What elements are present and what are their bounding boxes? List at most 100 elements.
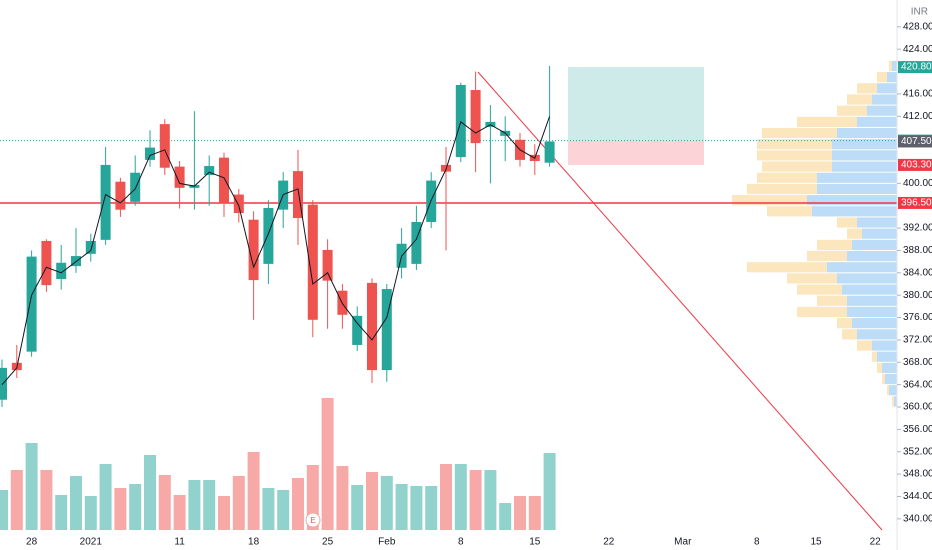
candle-body — [470, 90, 481, 144]
profile-up — [889, 385, 897, 396]
profile-down — [757, 139, 832, 150]
profile-down — [747, 262, 827, 273]
volume-bar — [99, 464, 112, 530]
y-tick-label: 384.00 — [903, 267, 932, 278]
profile-down — [892, 396, 894, 407]
profile-down — [882, 373, 885, 385]
y-tick-label: 360.00 — [903, 402, 932, 413]
y-tick-label: 380.00 — [903, 290, 932, 301]
volume-bar — [55, 495, 68, 530]
profile-down — [857, 83, 877, 94]
volume-bar — [114, 488, 127, 530]
x-tick-label: 22 — [870, 537, 882, 548]
volume-bar — [351, 485, 364, 530]
candle-body — [455, 84, 466, 158]
profile-down — [837, 318, 852, 329]
profile-down — [877, 72, 887, 83]
x-tick-label: 28 — [26, 537, 38, 548]
candle-body — [381, 289, 392, 371]
volume-bar — [129, 484, 142, 530]
profile-up — [867, 105, 897, 116]
profile-down — [747, 183, 817, 195]
profile-down — [817, 295, 847, 306]
profile-down — [807, 250, 847, 262]
volume-bar — [469, 470, 482, 530]
candle-body — [293, 171, 303, 219]
profile-up — [894, 396, 897, 407]
candle-body — [307, 204, 318, 320]
volume-bar — [543, 453, 556, 530]
x-tick-label: 8 — [754, 537, 760, 548]
y-tick-label: 400.00 — [903, 178, 932, 189]
profile-up — [827, 262, 897, 273]
profile-up — [877, 351, 897, 362]
y-tick-label: 356.00 — [903, 424, 932, 435]
volume-bar — [425, 486, 438, 530]
x-tick-label: 15 — [810, 537, 822, 548]
candle-body — [115, 181, 126, 210]
price-badge-label: 420.80 — [901, 62, 932, 73]
position-loss — [568, 140, 704, 165]
profile-down — [847, 94, 872, 105]
profile-up — [807, 195, 897, 206]
currency: INR — [911, 7, 928, 18]
volume-bar — [321, 398, 334, 530]
x-tick-label: 2021 — [80, 537, 103, 548]
volume-bar — [203, 480, 216, 530]
volume-bar — [262, 488, 275, 530]
profile-down — [787, 273, 837, 284]
volume-bar — [366, 472, 378, 530]
y-tick-label: 392.00 — [903, 223, 932, 234]
x-tick-label: 15 — [529, 537, 541, 548]
profile-up — [847, 306, 897, 318]
volume-bar — [336, 466, 349, 530]
y-tick-label: 428.00 — [903, 21, 932, 32]
profile-up — [882, 362, 897, 373]
profile-up — [847, 250, 897, 262]
y-tick-label: 344.00 — [903, 491, 932, 502]
volume-bar — [292, 478, 304, 530]
volume-profile — [732, 60, 897, 407]
profile-up — [842, 284, 897, 295]
profile-down — [817, 239, 852, 250]
profile-up — [872, 94, 897, 105]
volume-bar — [528, 496, 541, 530]
volume-bar — [25, 443, 38, 530]
profile-down — [757, 172, 817, 183]
candle-body — [263, 207, 274, 264]
profile-down — [767, 206, 812, 217]
y-tick-label: 352.00 — [903, 446, 932, 457]
candle-body — [367, 282, 377, 371]
price-badge-label: 403.30 — [901, 160, 932, 171]
candle-body — [159, 124, 170, 168]
profile-up — [847, 295, 897, 306]
candle-body — [322, 249, 333, 281]
profile-up — [837, 127, 897, 139]
volume-bar — [499, 503, 512, 530]
price-badge-label: 407.50 — [901, 136, 932, 147]
profile-up — [837, 273, 897, 284]
candle-body — [26, 256, 37, 352]
volume-bar — [247, 452, 260, 530]
profile-up — [857, 116, 897, 127]
price-badge-label: 396.50 — [901, 198, 932, 209]
profile-down — [872, 351, 877, 362]
line-series — [1, 116, 551, 385]
profile-down — [842, 329, 857, 340]
volume-bar — [410, 486, 423, 530]
x-tick-label: 25 — [322, 537, 334, 548]
profile-down — [797, 306, 847, 318]
volume-bar — [10, 470, 23, 530]
profile-down — [837, 105, 867, 116]
volume-bar — [232, 476, 245, 530]
candle-body — [85, 240, 96, 254]
y-tick-label: 340.00 — [903, 513, 932, 524]
candle-body — [352, 315, 363, 345]
profile-down — [762, 161, 832, 172]
candle-body — [0, 367, 7, 400]
candle-body — [41, 240, 52, 286]
profile-down — [762, 127, 837, 139]
candle-body — [233, 194, 244, 214]
y-tick-label: 424.00 — [903, 44, 932, 55]
